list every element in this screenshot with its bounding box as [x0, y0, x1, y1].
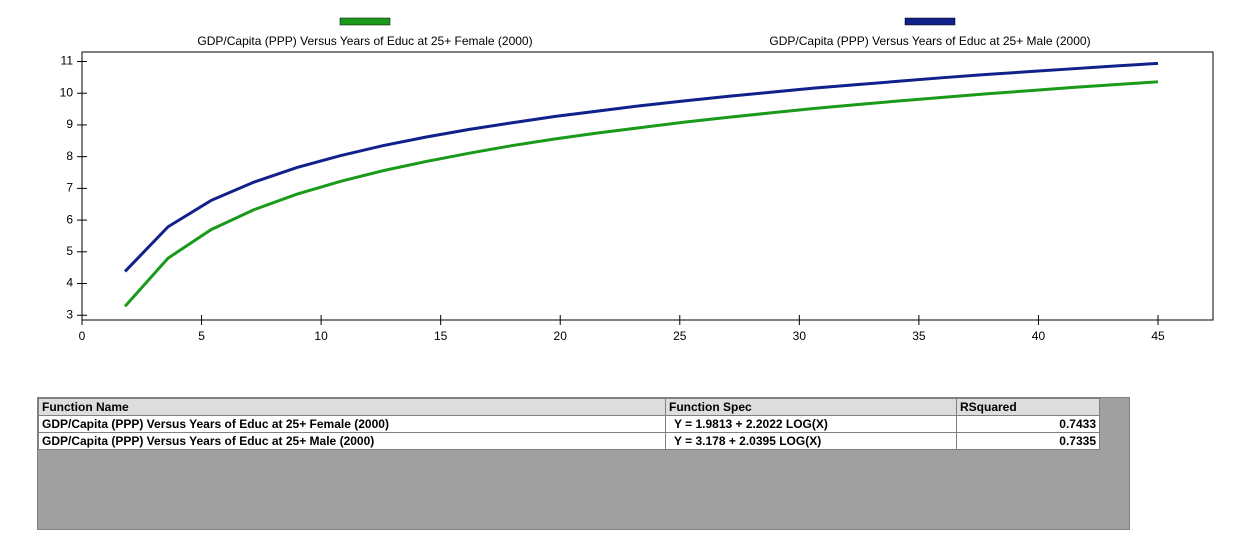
table-cell: 0.7335 — [956, 432, 1100, 450]
y-tick-label: 5 — [66, 244, 73, 258]
table-cell: GDP/Capita (PPP) Versus Years of Educ at… — [38, 432, 666, 450]
series-line — [123, 61, 1159, 273]
y-tick-label: 7 — [66, 181, 73, 195]
x-tick-label: 40 — [1032, 329, 1046, 343]
y-tick-label: 6 — [66, 212, 73, 226]
column-header: RSquared — [956, 398, 1100, 416]
table-cell: Y = 1.9813 + 2.2022 LOG(X) — [665, 415, 957, 433]
table-cell: GDP/Capita (PPP) Versus Years of Educ at… — [38, 415, 666, 433]
y-tick-label: 4 — [66, 276, 73, 290]
plot-frame — [81, 51, 1214, 321]
table: Function Name Function Spec RSquared GDP/Ca… — [38, 398, 1100, 450]
y-tick-label: 10 — [60, 85, 74, 99]
y-tick-label: 8 — [66, 149, 73, 163]
x-tick-label: 10 — [314, 329, 328, 343]
legend-swatch — [904, 17, 956, 26]
results-table: Function Name Function Spec RSquared GDP/Ca… — [37, 397, 1130, 530]
x-tick-label: 15 — [434, 329, 448, 343]
table-row: Function Name Function Spec RSquared — [38, 398, 1100, 416]
table-row: GDP/Capita (PPP) Versus Years of Educ at… — [38, 415, 1100, 433]
x-tick-label: 30 — [793, 329, 807, 343]
x-tick-label: 25 — [673, 329, 687, 343]
legend-label: GDP/Capita (PPP) Versus Years of Educ at… — [769, 34, 1090, 48]
table-row: GDP/Capita (PPP) Versus Years of Educ at… — [38, 432, 1100, 450]
y-tick-label: 11 — [61, 54, 74, 68]
x-tick-label: 20 — [554, 329, 568, 343]
legend-swatch — [339, 17, 391, 26]
x-tick-label: 0 — [79, 329, 86, 343]
column-header: Function Spec — [665, 398, 957, 416]
legend-label: GDP/Capita (PPP) Versus Years of Educ at… — [197, 34, 532, 48]
x-tick-label: 5 — [198, 329, 205, 343]
y-tick-label: 9 — [66, 117, 73, 131]
table-cell: 0.7433 — [956, 415, 1100, 433]
x-tick-label: 35 — [912, 329, 926, 343]
table-cell: Y = 3.178 + 2.0395 LOG(X) — [665, 432, 957, 450]
x-tick-label: 45 — [1151, 329, 1165, 343]
series-line — [123, 80, 1159, 308]
y-tick-label: 3 — [66, 307, 73, 321]
column-header: Function Name — [38, 398, 666, 416]
